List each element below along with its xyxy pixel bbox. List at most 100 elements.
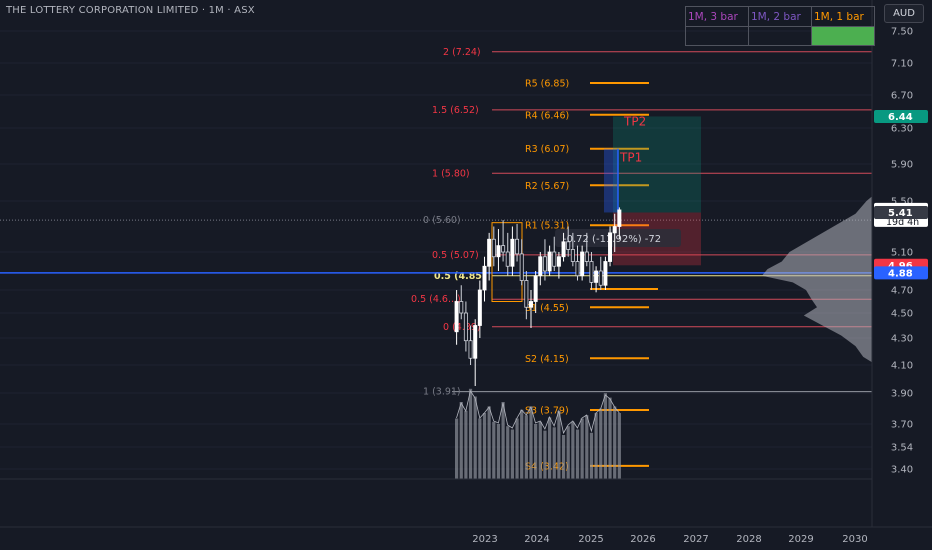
candle-body bbox=[612, 226, 617, 234]
volume-bars bbox=[455, 388, 621, 479]
volume-bar bbox=[473, 396, 477, 479]
candle-body bbox=[519, 253, 524, 281]
pivot-label: R1 (5.31) bbox=[525, 221, 569, 232]
volume-bar bbox=[613, 406, 617, 479]
candle-body bbox=[598, 270, 603, 286]
volume-bar bbox=[543, 430, 547, 479]
volume-bar bbox=[566, 426, 570, 479]
y-tick-label: 5.90 bbox=[891, 160, 913, 171]
volume-bar bbox=[506, 426, 510, 479]
candle-body bbox=[473, 325, 478, 359]
tp1-label: TP1 bbox=[619, 151, 642, 165]
pivot-label: S1 (4.55) bbox=[525, 303, 569, 314]
x-tick-label: 2024 bbox=[524, 534, 549, 545]
price-axis[interactable]: 7.50 7.10 6.70 6.30 5.90 5.50 5.10 4.70 4.50 4.30… bbox=[891, 27, 913, 476]
price-badge-value: 4.88 bbox=[888, 268, 913, 279]
volume-bar bbox=[557, 410, 561, 479]
candle-body bbox=[584, 251, 589, 262]
candle-body bbox=[594, 270, 599, 283]
x-tick-label: 2025 bbox=[578, 534, 603, 545]
volume-bar bbox=[492, 421, 496, 479]
candle-body bbox=[542, 256, 547, 272]
chart-title: THE LOTTERY CORPORATION LIMITED · 1M · A… bbox=[6, 5, 255, 16]
tf-cell-1bar: 1M, 1 bar bbox=[811, 6, 875, 27]
tf-cell-1bar-status bbox=[811, 26, 875, 46]
position-tool[interactable]: TP2 TP1 -0.72 (-11.92%) -72 bbox=[555, 114, 701, 266]
candle-body bbox=[468, 340, 473, 359]
candle-body bbox=[463, 312, 468, 342]
pivot-label: R4 (6.46) bbox=[525, 110, 569, 121]
y-tick-label: 6.30 bbox=[891, 124, 913, 135]
volume-bar bbox=[496, 424, 501, 479]
candlesticks[interactable] bbox=[454, 207, 622, 386]
fib-label: 1 (5.80) bbox=[432, 168, 470, 179]
volume-ma-line bbox=[456, 390, 620, 435]
candle-body bbox=[459, 301, 464, 314]
y-tick-label: 6.70 bbox=[891, 91, 913, 102]
volume-bar bbox=[575, 429, 580, 479]
volume-profile bbox=[762, 196, 872, 363]
x-tick-label: 2028 bbox=[736, 534, 761, 545]
volume-bar bbox=[459, 402, 463, 479]
y-tick-label: 7.50 bbox=[891, 27, 913, 38]
y-tick-label: 4.70 bbox=[891, 286, 913, 297]
take-profit-zone bbox=[613, 116, 701, 213]
tp2-label: TP2 bbox=[623, 114, 646, 128]
price-badge bbox=[874, 205, 928, 219]
volume-bar bbox=[580, 418, 584, 479]
fib-label: 0 (5.60) bbox=[423, 215, 461, 226]
y-tick-label: 3.54 bbox=[891, 443, 913, 454]
candle-body bbox=[561, 241, 566, 258]
x-tick-label: 2029 bbox=[788, 534, 813, 545]
tf-cell-3bar: 1M, 3 bar bbox=[685, 6, 749, 27]
candle-body bbox=[501, 245, 506, 253]
pivot-label: S2 (4.15) bbox=[525, 354, 569, 365]
pivot-label: S4 (3.42) bbox=[525, 461, 569, 472]
candle-body bbox=[538, 256, 543, 277]
volume-bar bbox=[501, 402, 505, 479]
candle-body bbox=[580, 251, 585, 277]
timeframe-table: 1M, 3 bar 1M, 2 bar 1M, 1 bar bbox=[685, 6, 875, 46]
fib-label: 0.5 (5.07) bbox=[432, 250, 479, 261]
candle-body bbox=[477, 289, 482, 326]
candle-body bbox=[556, 256, 561, 267]
volume-bar bbox=[538, 421, 542, 479]
volume-bar bbox=[468, 388, 473, 479]
candle-body bbox=[529, 301, 534, 308]
price-badge-value: 6.44 bbox=[888, 112, 913, 123]
volume-bar bbox=[464, 410, 468, 479]
y-tick-label: 3.70 bbox=[891, 420, 913, 431]
volume-bar bbox=[510, 429, 514, 479]
price-badge-value: 4.96 bbox=[888, 261, 913, 272]
pivot-levels[interactable]: R5 (6.85) R4 (6.46) R3 (6.07) R2 (5.67) R1 (… bbox=[0, 79, 872, 473]
y-tick-label: 5.50 bbox=[891, 197, 913, 208]
x-tick-label: 2026 bbox=[630, 534, 655, 545]
candle-body bbox=[575, 261, 580, 277]
candle-body bbox=[510, 238, 515, 267]
fib-label: 1 (3.91) bbox=[423, 387, 461, 398]
fib-label: 1.5 (6.52) bbox=[432, 105, 479, 116]
y-tick-label: 5.10 bbox=[891, 248, 913, 259]
volume-bar bbox=[589, 432, 594, 479]
candle-body bbox=[617, 209, 622, 227]
volume-bar bbox=[608, 397, 612, 479]
x-tick-label: 2030 bbox=[842, 534, 867, 545]
price-badges: 6.445.4319d 4h5.414.964.88 bbox=[874, 109, 928, 280]
fib-label: 2 (7.24) bbox=[443, 47, 481, 58]
x-tick-label: 2027 bbox=[683, 534, 708, 545]
candle-body bbox=[566, 241, 571, 250]
price-badge-countdown: 19d 4h bbox=[886, 217, 919, 228]
volume-bar bbox=[482, 413, 487, 479]
tf-cell-3bar-status bbox=[685, 26, 749, 46]
currency-button[interactable]: AUD bbox=[884, 4, 924, 23]
volume-profile-shape bbox=[762, 196, 872, 363]
volume-bar bbox=[561, 435, 566, 479]
candle-body bbox=[603, 261, 608, 286]
y-tick-label: 4.50 bbox=[891, 309, 913, 320]
y-tick-label: 7.10 bbox=[891, 59, 913, 70]
pivot-label: R5 (6.85) bbox=[525, 79, 569, 90]
candle-body bbox=[487, 238, 492, 267]
y-tick-label: 4.10 bbox=[891, 361, 913, 372]
